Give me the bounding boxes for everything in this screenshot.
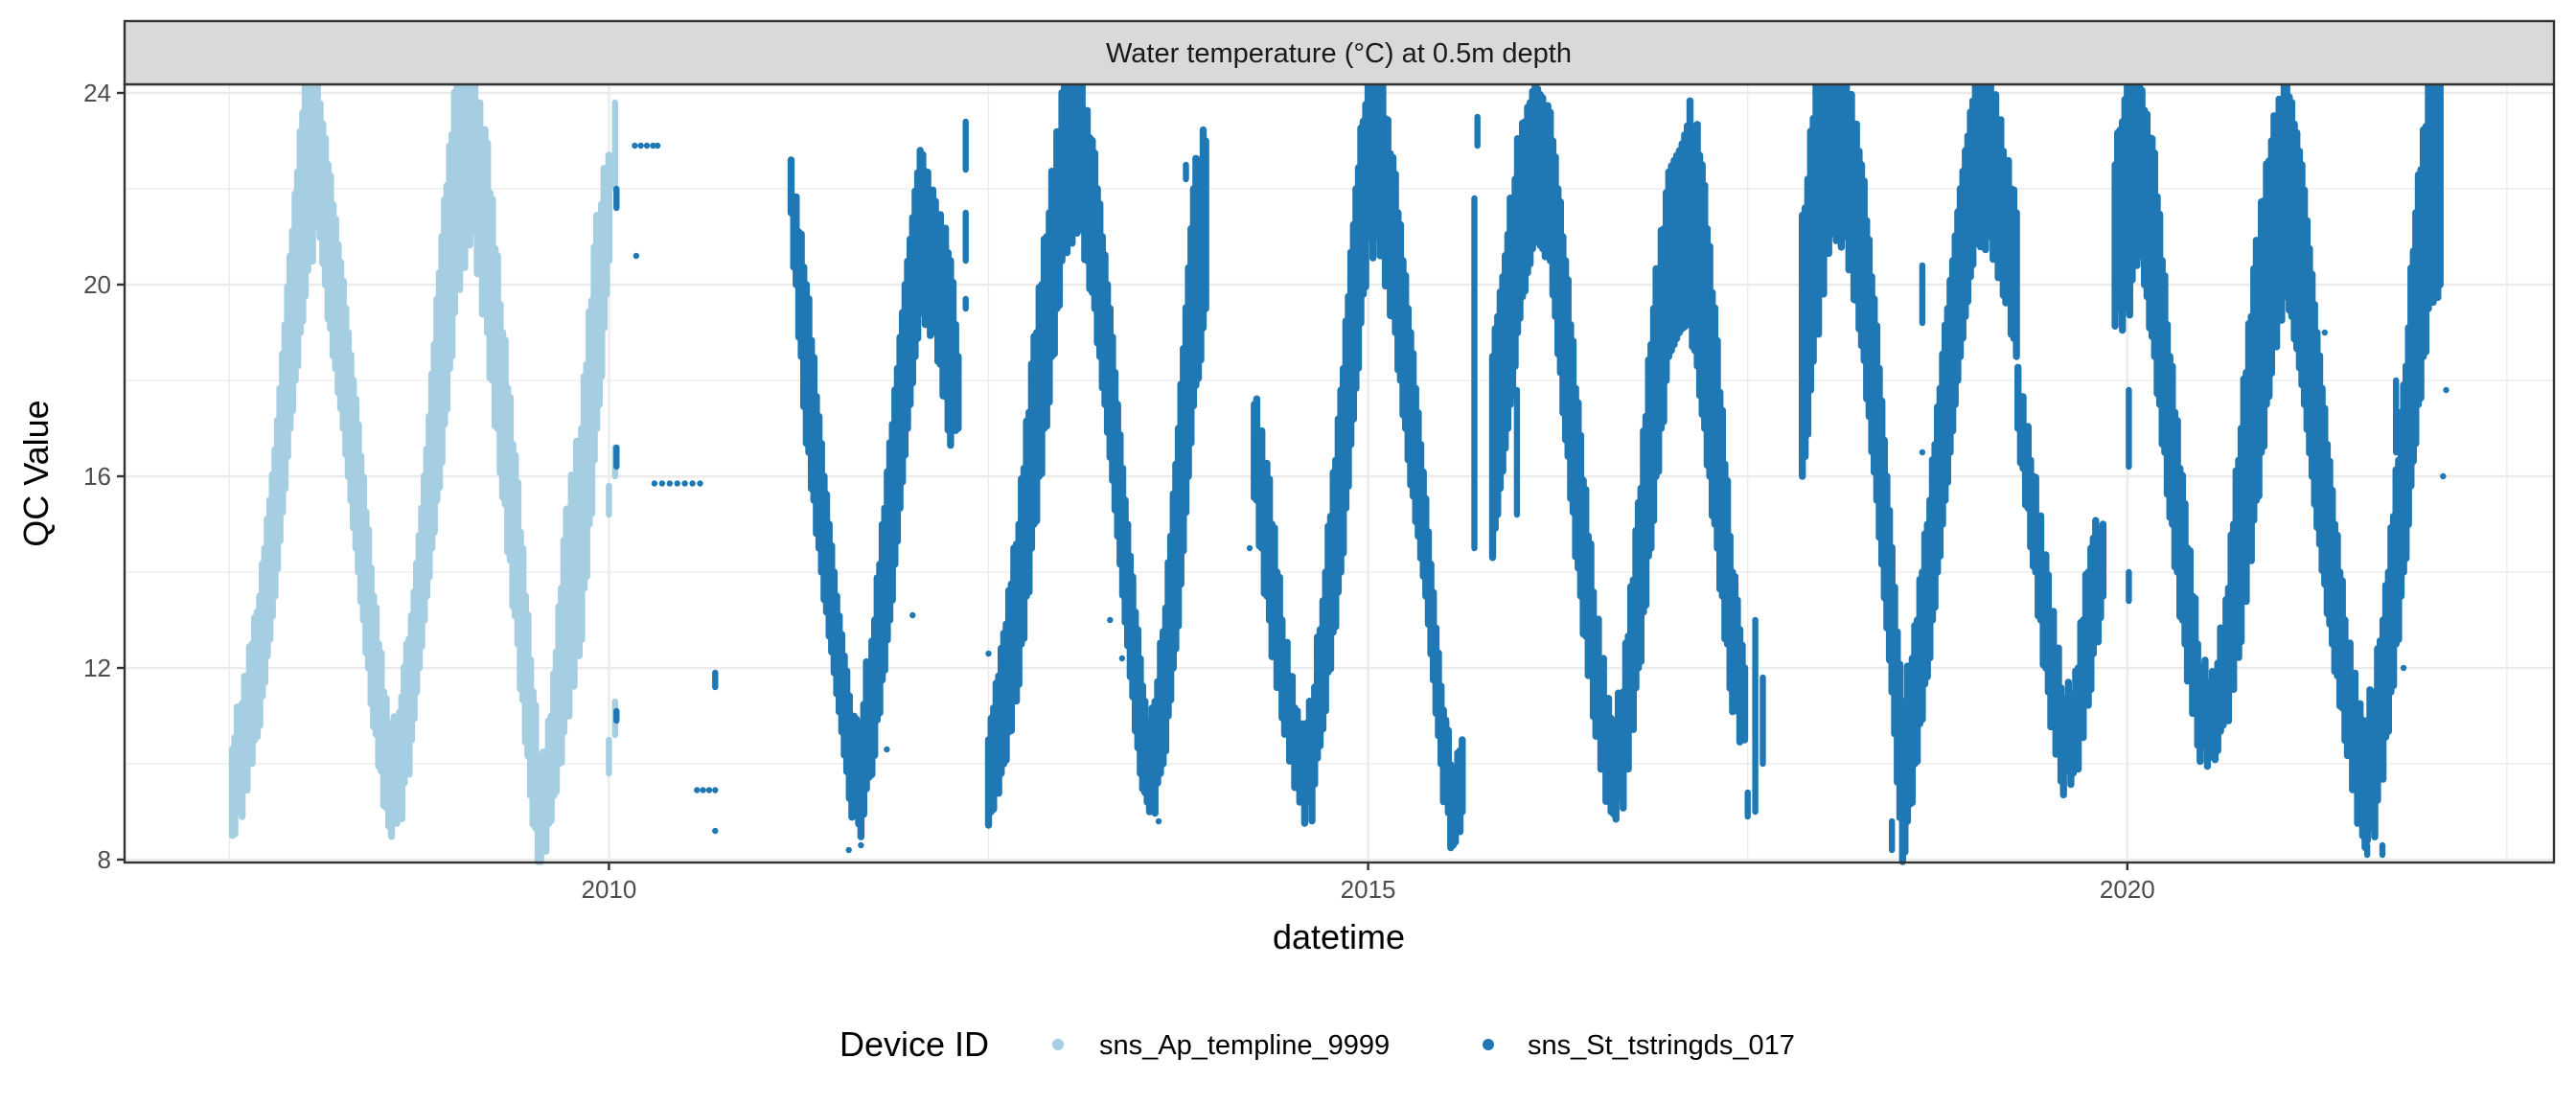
data-point — [1246, 544, 1254, 552]
data-point — [884, 746, 890, 753]
data-point — [1107, 616, 1114, 624]
data-point — [2400, 664, 2407, 672]
strip-title: Water temperature (°C) at 0.5m depth — [1106, 38, 1572, 69]
y-tick-label: 8 — [98, 845, 111, 874]
x-tick-label: 2020 — [2100, 875, 2155, 904]
data-point — [674, 480, 680, 487]
data-point — [643, 142, 651, 150]
data-point — [650, 142, 656, 150]
y-tick-label: 24 — [83, 79, 111, 107]
data-point — [658, 480, 666, 487]
data-point — [2321, 329, 2328, 336]
data-point — [1388, 233, 1394, 241]
data-point — [681, 480, 688, 487]
data-point — [2086, 578, 2093, 586]
data-point — [1107, 439, 1114, 447]
data-point — [694, 787, 701, 794]
data-point — [632, 142, 638, 150]
data-point — [689, 480, 696, 487]
data-point — [651, 480, 658, 487]
y-axis: 8 12 16 20 24 — [83, 79, 125, 874]
data-point — [2329, 544, 2335, 552]
legend-label-2: sns_St_tstringds_017 — [1528, 1030, 1795, 1061]
y-axis-title: QC Value — [16, 400, 56, 546]
data-point — [858, 841, 864, 849]
x-tick-label: 2015 — [1341, 875, 1396, 904]
data-point — [1118, 655, 1126, 662]
legend-title: Device ID — [840, 1024, 989, 1064]
x-tick-label: 2010 — [581, 875, 636, 904]
data-point — [654, 142, 661, 150]
strip-background — [123, 19, 2556, 86]
data-point — [666, 480, 673, 487]
data-point — [705, 787, 713, 794]
data-point — [845, 846, 852, 854]
legend-item-1[interactable]: sns_Ap_templine_9999 — [1052, 1030, 1390, 1061]
series-2-points — [613, 81, 2450, 865]
data-points — [228, 81, 2450, 865]
series-1-points — [228, 81, 618, 865]
data-point — [632, 252, 640, 260]
data-point — [2093, 578, 2101, 586]
legend-key-2 — [1483, 1039, 1494, 1050]
legend-item-2[interactable]: sns_St_tstringds_017 — [1483, 1030, 1795, 1061]
data-point — [700, 787, 706, 794]
y-tick-label: 12 — [83, 654, 111, 682]
data-point — [697, 480, 703, 487]
data-point — [637, 142, 644, 150]
data-point — [2440, 472, 2447, 480]
x-axis: 2010 2015 2020 — [581, 862, 2155, 904]
data-point — [2443, 386, 2450, 394]
data-point — [712, 827, 719, 835]
y-tick-label: 20 — [83, 270, 111, 299]
data-point — [712, 787, 719, 794]
data-point — [1919, 448, 1926, 456]
data-point — [909, 611, 916, 619]
data-point — [1155, 817, 1162, 825]
data-point — [985, 650, 992, 657]
facet-strip: Water temperature (°C) at 0.5m depth — [123, 19, 2556, 86]
legend-label-1: sns_Ap_templine_9999 — [1099, 1030, 1390, 1061]
legend-key-1 — [1052, 1039, 1064, 1050]
legend: Device ID sns_Ap_templine_9999 sns_St_ts… — [840, 1024, 1795, 1064]
plot-panel — [123, 81, 2556, 865]
x-axis-title: datetime — [1273, 917, 1405, 956]
y-tick-label: 16 — [83, 462, 111, 491]
